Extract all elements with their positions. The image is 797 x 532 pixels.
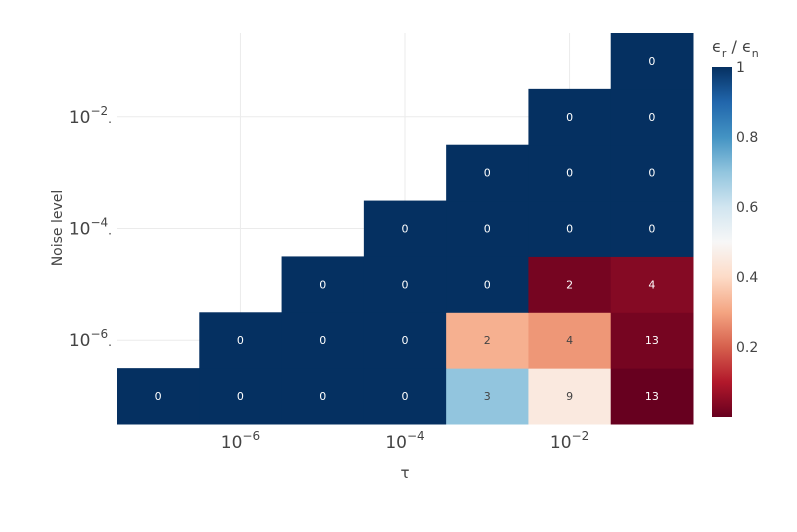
x-axis-title: τ [400, 464, 409, 482]
cell-value-label: 9 [566, 390, 573, 403]
heatmap-cell [528, 368, 612, 425]
heatmap-cell [281, 368, 365, 425]
x-tick-label: 10−2 [550, 429, 589, 453]
heatmap-cell [610, 256, 694, 313]
heatmap-cell [610, 88, 694, 146]
cell-value-label: 0 [484, 167, 491, 180]
cell-value-label: 2 [484, 334, 491, 347]
heatmap-cell [610, 144, 694, 202]
x-axis-ticks: 10−6 10−4 10−2 [221, 429, 589, 453]
cell-value-label: 0 [319, 390, 326, 403]
cell-value-label: 0 [566, 111, 573, 124]
cell-value-label: 0 [319, 334, 326, 347]
x-tick-label: 10−4 [385, 429, 424, 453]
cell-value-label: 13 [645, 390, 659, 403]
cell-value-label: 0 [484, 278, 491, 291]
cell-value-label: 0 [237, 334, 244, 347]
y-axis-title: Noise level [50, 190, 66, 267]
cell-value-label: 0 [648, 111, 655, 124]
heatmap-cell [610, 368, 694, 425]
heatmap-cell [528, 200, 612, 257]
colorbar-tick-label: 1 [736, 60, 745, 76]
heatmap-cell [281, 312, 365, 369]
cell-value-label: 0 [648, 167, 655, 180]
heatmap-cell [363, 368, 447, 425]
cell-value-label: 0 [566, 223, 573, 236]
heatmap-cell [446, 312, 529, 369]
cell-value-label: 13 [645, 334, 659, 347]
heatmap-cell [446, 144, 529, 202]
colorbar-ticks: 0.2 0.4 0.6 0.8 1 [736, 60, 758, 356]
heatmap-cell [610, 312, 694, 369]
heatmap-cell [199, 368, 283, 425]
heatmap-cell [446, 256, 529, 313]
colorbar-tick-label: 0.2 [736, 340, 758, 356]
cell-value-label: 3 [484, 390, 491, 403]
colorbar-tick-label: 0.6 [736, 200, 758, 216]
cell-value-label: 0 [648, 55, 655, 68]
x-tick-label: 10−6 [221, 429, 260, 453]
heatmap-cell [610, 200, 694, 257]
cell-value-label: 0 [402, 223, 409, 236]
colorbar [712, 67, 732, 417]
cell-value-label: 0 [402, 278, 409, 291]
cell-value-label: 0 [566, 167, 573, 180]
heatmap-cell [363, 200, 447, 257]
cell-value-label: 0 [648, 223, 655, 236]
heatmap-cell [528, 144, 612, 202]
y-tick-label: 10−2. [69, 104, 112, 128]
cell-value-label: 0 [237, 390, 244, 403]
y-axis-ticks: 10−2. 10−4. 10−6. [69, 104, 112, 351]
heatmap-cell [528, 256, 612, 313]
heatmap-cell [528, 88, 612, 146]
heatmap-cell [199, 312, 283, 369]
cell-value-label: 4 [648, 278, 655, 291]
cell-value-label: 4 [566, 334, 573, 347]
heatmap-cell [363, 312, 447, 369]
heatmap-cell [281, 256, 365, 313]
y-tick-label: 10−6. [69, 327, 112, 351]
colorbar-tick-label: 0.4 [736, 270, 758, 286]
heatmap-cell [363, 256, 447, 313]
cell-value-label: 0 [484, 223, 491, 236]
colorbar-title: ϵr / ϵn [712, 37, 759, 60]
cell-value-label: 0 [155, 390, 162, 403]
heatmap-cells [117, 33, 694, 425]
cell-value-label: 0 [319, 278, 326, 291]
heatmap-cell [117, 368, 200, 425]
cell-value-label: 2 [566, 278, 573, 291]
heatmap-cell [528, 312, 612, 369]
heatmap-cell [446, 200, 529, 257]
colorbar-tick-label: 0.8 [736, 130, 758, 146]
y-tick-label: 10−4. [69, 216, 112, 240]
heatmap-cell [610, 33, 694, 90]
heatmap-cell [446, 368, 529, 425]
cell-labels: 0 0 0 0 3 9 13 0 0 0 2 4 13 0 0 0 2 4 0 0 0 0 0 0 0 0 0 0 [155, 55, 659, 403]
cell-value-label: 0 [402, 390, 409, 403]
cell-value-label: 0 [402, 334, 409, 347]
